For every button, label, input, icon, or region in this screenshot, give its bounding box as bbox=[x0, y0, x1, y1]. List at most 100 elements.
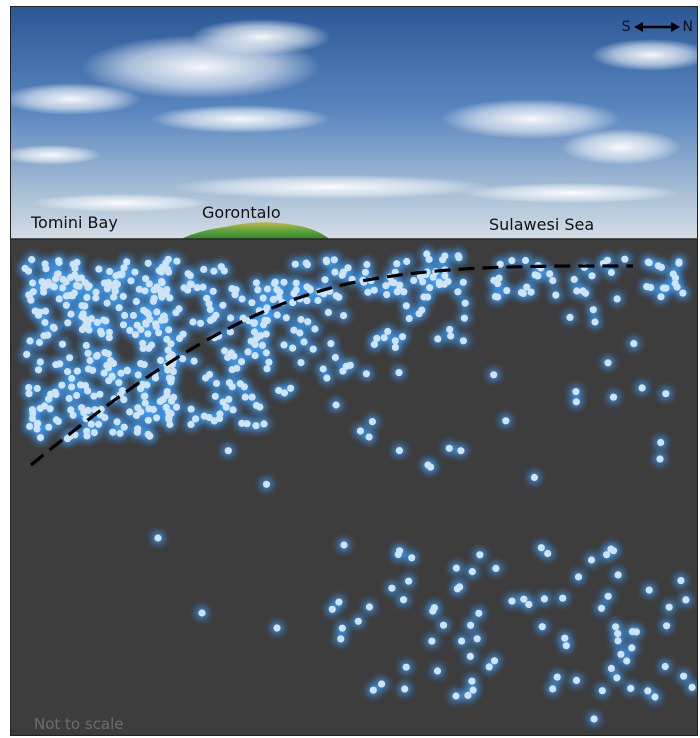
earthquake-dot bbox=[647, 283, 655, 292]
earthquake-dot bbox=[115, 379, 123, 387]
earthquake-dot bbox=[251, 319, 259, 327]
earthquake-dot bbox=[92, 294, 100, 302]
earthquake-dot bbox=[104, 350, 112, 358]
earthquake-dot bbox=[276, 288, 284, 296]
earthquake-dot bbox=[549, 277, 557, 285]
earthquake-dot bbox=[109, 428, 117, 436]
earthquake-dot bbox=[304, 318, 312, 326]
earthquake-dot bbox=[591, 318, 599, 326]
earthquake-dot bbox=[460, 314, 468, 322]
earthquake-dot bbox=[199, 283, 207, 291]
earthquake-dot bbox=[297, 315, 305, 324]
earthquake-dot bbox=[23, 350, 31, 358]
earthquake-dot bbox=[254, 286, 262, 294]
earthquake-dot bbox=[607, 664, 616, 673]
earthquake-dot bbox=[342, 362, 350, 370]
earthquake-dot bbox=[173, 257, 181, 265]
scale-note: Not to scale bbox=[34, 715, 124, 733]
earthquake-dot bbox=[677, 577, 685, 585]
earthquake-dot bbox=[503, 287, 511, 295]
earthquake-dot bbox=[628, 644, 636, 652]
earthquake-dot bbox=[49, 323, 58, 331]
earthquake-dot bbox=[64, 368, 72, 376]
earthquake-dot bbox=[210, 417, 218, 425]
earthquake-dot bbox=[200, 265, 208, 273]
earthquake-dot bbox=[344, 264, 352, 272]
earthquake-dot bbox=[251, 352, 259, 360]
earthquake-dot bbox=[395, 369, 403, 377]
earthquake-dot bbox=[73, 391, 81, 400]
earthquake-dot bbox=[280, 278, 288, 286]
earthquake-dot bbox=[148, 341, 156, 349]
earthquake-dot bbox=[263, 285, 272, 293]
earthquake-dot bbox=[435, 281, 444, 289]
earthquake-dot bbox=[167, 409, 175, 418]
earthquake-dot bbox=[454, 288, 462, 296]
earthquake-dot bbox=[452, 564, 460, 572]
earthquake-dot bbox=[33, 420, 41, 428]
earthquake-dot bbox=[192, 415, 200, 423]
earthquake-dot bbox=[265, 358, 273, 366]
earthquake-dot bbox=[113, 280, 121, 288]
earthquake-dot bbox=[168, 351, 176, 359]
earthquake-dot bbox=[607, 268, 616, 277]
earthquake-dot bbox=[303, 297, 311, 305]
earthquake-dot bbox=[614, 630, 622, 638]
earthquake-dot bbox=[468, 568, 476, 576]
earthquake-dot bbox=[29, 279, 37, 287]
earthquake-dot bbox=[100, 316, 108, 324]
earthquake-dot bbox=[244, 348, 252, 356]
earthquake-dot bbox=[40, 402, 49, 410]
earthquake-dot bbox=[491, 292, 499, 301]
earthquake-dot bbox=[290, 289, 298, 297]
earthquake-dot bbox=[627, 684, 635, 693]
earthquake-dot bbox=[144, 259, 152, 267]
earthquake-dot bbox=[335, 598, 343, 606]
earthquake-dot bbox=[388, 584, 396, 592]
earthquake-dot bbox=[327, 340, 335, 348]
earthquake-dot bbox=[314, 296, 322, 305]
earthquake-dot bbox=[258, 341, 266, 349]
earthquake-dot bbox=[573, 287, 581, 295]
earthquake-dot bbox=[47, 390, 55, 398]
earthquake-dot bbox=[150, 294, 158, 302]
earthquake-dot bbox=[165, 415, 173, 423]
earthquake-dot bbox=[319, 365, 327, 373]
earthquake-dot bbox=[614, 571, 622, 579]
earthquake-dot bbox=[544, 549, 552, 558]
orientation-indicator: S N bbox=[622, 19, 693, 35]
earthquake-dot bbox=[340, 312, 348, 320]
south-label: S bbox=[621, 19, 631, 35]
earthquake-dot bbox=[395, 447, 403, 455]
earthquake-dot bbox=[46, 405, 54, 413]
earthquake-dot bbox=[662, 390, 670, 398]
earthquake-dot bbox=[250, 328, 259, 336]
earthquake-dot bbox=[155, 329, 163, 337]
earthquake-dot bbox=[137, 325, 145, 334]
earthquake-dot bbox=[134, 371, 142, 379]
earthquake-dot bbox=[613, 295, 621, 303]
earthquake-dot bbox=[224, 447, 232, 455]
earthquake-dot bbox=[459, 337, 467, 345]
earthquake-dot bbox=[78, 325, 86, 333]
sulawesi-sea-label: Sulawesi Sea bbox=[489, 215, 595, 234]
earthquake-dot bbox=[429, 273, 437, 281]
earthquake-dot bbox=[28, 414, 37, 423]
earthquake-dot bbox=[613, 674, 621, 682]
earthquake-dot bbox=[145, 405, 153, 413]
earthquake-dot bbox=[144, 430, 152, 438]
earthquake-dot bbox=[66, 354, 74, 362]
earthquake-dot bbox=[74, 274, 82, 282]
earthquake-dot bbox=[163, 391, 171, 400]
earthquake-dot bbox=[508, 257, 516, 265]
earthquake-dot bbox=[93, 352, 101, 360]
clouds bbox=[11, 19, 697, 212]
earthquake-dot bbox=[209, 287, 217, 295]
earthquake-dot bbox=[252, 279, 260, 287]
earthquake-dot bbox=[393, 260, 401, 268]
earthquake-dot bbox=[152, 323, 160, 331]
earthquake-dot bbox=[645, 586, 653, 594]
earthquake-dot bbox=[530, 473, 539, 482]
north-label: N bbox=[682, 19, 693, 35]
earthquake-dot bbox=[225, 395, 233, 403]
